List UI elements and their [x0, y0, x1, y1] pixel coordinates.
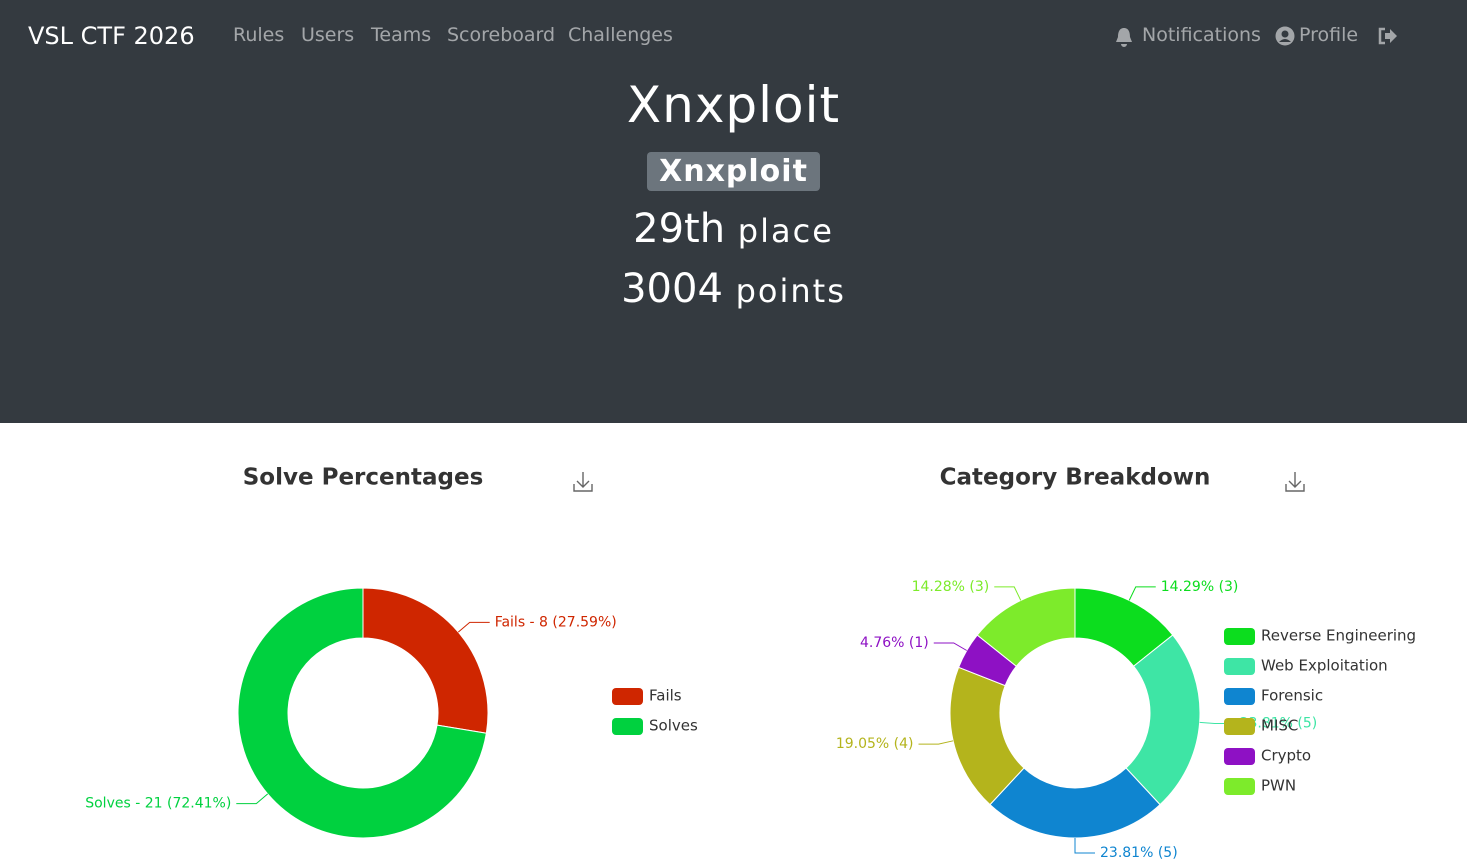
label-line [457, 621, 490, 633]
place-number: 29th [633, 206, 726, 252]
value-label: 14.28% (3) [912, 579, 990, 595]
value-label: 23.81% (5) [1100, 845, 1178, 861]
legend-label[interactable]: Forensic [1261, 687, 1323, 705]
charts: Solve Percentages Fails - 8 (27.59%) Fails… [85, 465, 1416, 862]
legend-label[interactable]: MISC [1261, 717, 1298, 735]
label-line [918, 740, 954, 745]
legend-swatch[interactable] [612, 688, 643, 705]
chart-title: Solve Percentages [243, 465, 484, 491]
nav-link[interactable]: Users [301, 24, 355, 46]
legend-swatch[interactable] [1224, 658, 1255, 675]
bell-icon [1116, 28, 1132, 47]
value-label: Fails - 8 (27.59%) [495, 614, 617, 630]
legend-label[interactable]: Crypto [1261, 747, 1311, 765]
nav-link[interactable]: Scoreboard [447, 24, 556, 46]
team-badge[interactable]: Xnxploit [647, 152, 820, 191]
donut-segment[interactable] [362, 587, 489, 734]
badge-row: Xnxploit [0, 152, 1467, 191]
legend-swatch[interactable] [612, 718, 643, 735]
label-line [994, 586, 1022, 601]
nav-link[interactable]: Challenges [568, 24, 673, 46]
legend-label[interactable]: PWN [1261, 777, 1296, 795]
value-label: 14.29% (3) [1161, 579, 1239, 595]
nav-link[interactable]: Profile [1299, 24, 1359, 46]
legend-label[interactable]: Reverse Engineering [1261, 627, 1416, 645]
download-icon[interactable] [573, 472, 593, 492]
label-line [236, 793, 269, 805]
legend-swatch[interactable] [1224, 718, 1255, 735]
donut-segment[interactable] [976, 587, 1076, 667]
value-label: 19.05% (4) [836, 736, 914, 752]
user-name: Xnxploit [626, 76, 841, 134]
download-icon[interactable] [1285, 472, 1305, 492]
donut-segment[interactable] [989, 767, 1161, 839]
points-word: points [735, 272, 846, 310]
value-label: Solves - 21 (72.41%) [85, 796, 231, 812]
donut-segment[interactable] [1125, 634, 1201, 806]
legend-swatch[interactable] [1224, 628, 1255, 645]
value-label: 4.76% (1) [860, 635, 929, 651]
logout-icon[interactable] [1377, 27, 1399, 45]
legend-swatch[interactable] [1224, 688, 1255, 705]
nav-link[interactable]: Notifications [1142, 24, 1261, 46]
value-label: 23.81% (5) [1240, 715, 1318, 731]
legend-label[interactable]: Web Exploitation [1261, 657, 1388, 675]
legend-swatch[interactable] [1224, 778, 1255, 795]
place-word: place [737, 212, 834, 250]
brand[interactable]: VSL CTF 2026 [28, 22, 195, 50]
label-line [1074, 838, 1095, 854]
place: 29th place [0, 206, 1467, 252]
chart-title: Category Breakdown [940, 465, 1211, 491]
nav-link[interactable]: Teams [371, 24, 432, 46]
points-number: 3004 [621, 266, 723, 312]
legend-swatch[interactable] [1224, 748, 1255, 765]
label-line [933, 642, 967, 651]
donut-segment[interactable] [237, 587, 487, 839]
header: VSL CTF 2026 Rules Users Teams Scoreboar… [0, 0, 1467, 423]
nav-link[interactable]: Rules [233, 24, 285, 46]
legend-label[interactable]: Fails [649, 687, 682, 705]
points: 3004 points [0, 266, 1467, 312]
label-line [1128, 586, 1156, 601]
legend-label[interactable]: Solves [649, 717, 698, 735]
profile-icon [1275, 26, 1295, 46]
